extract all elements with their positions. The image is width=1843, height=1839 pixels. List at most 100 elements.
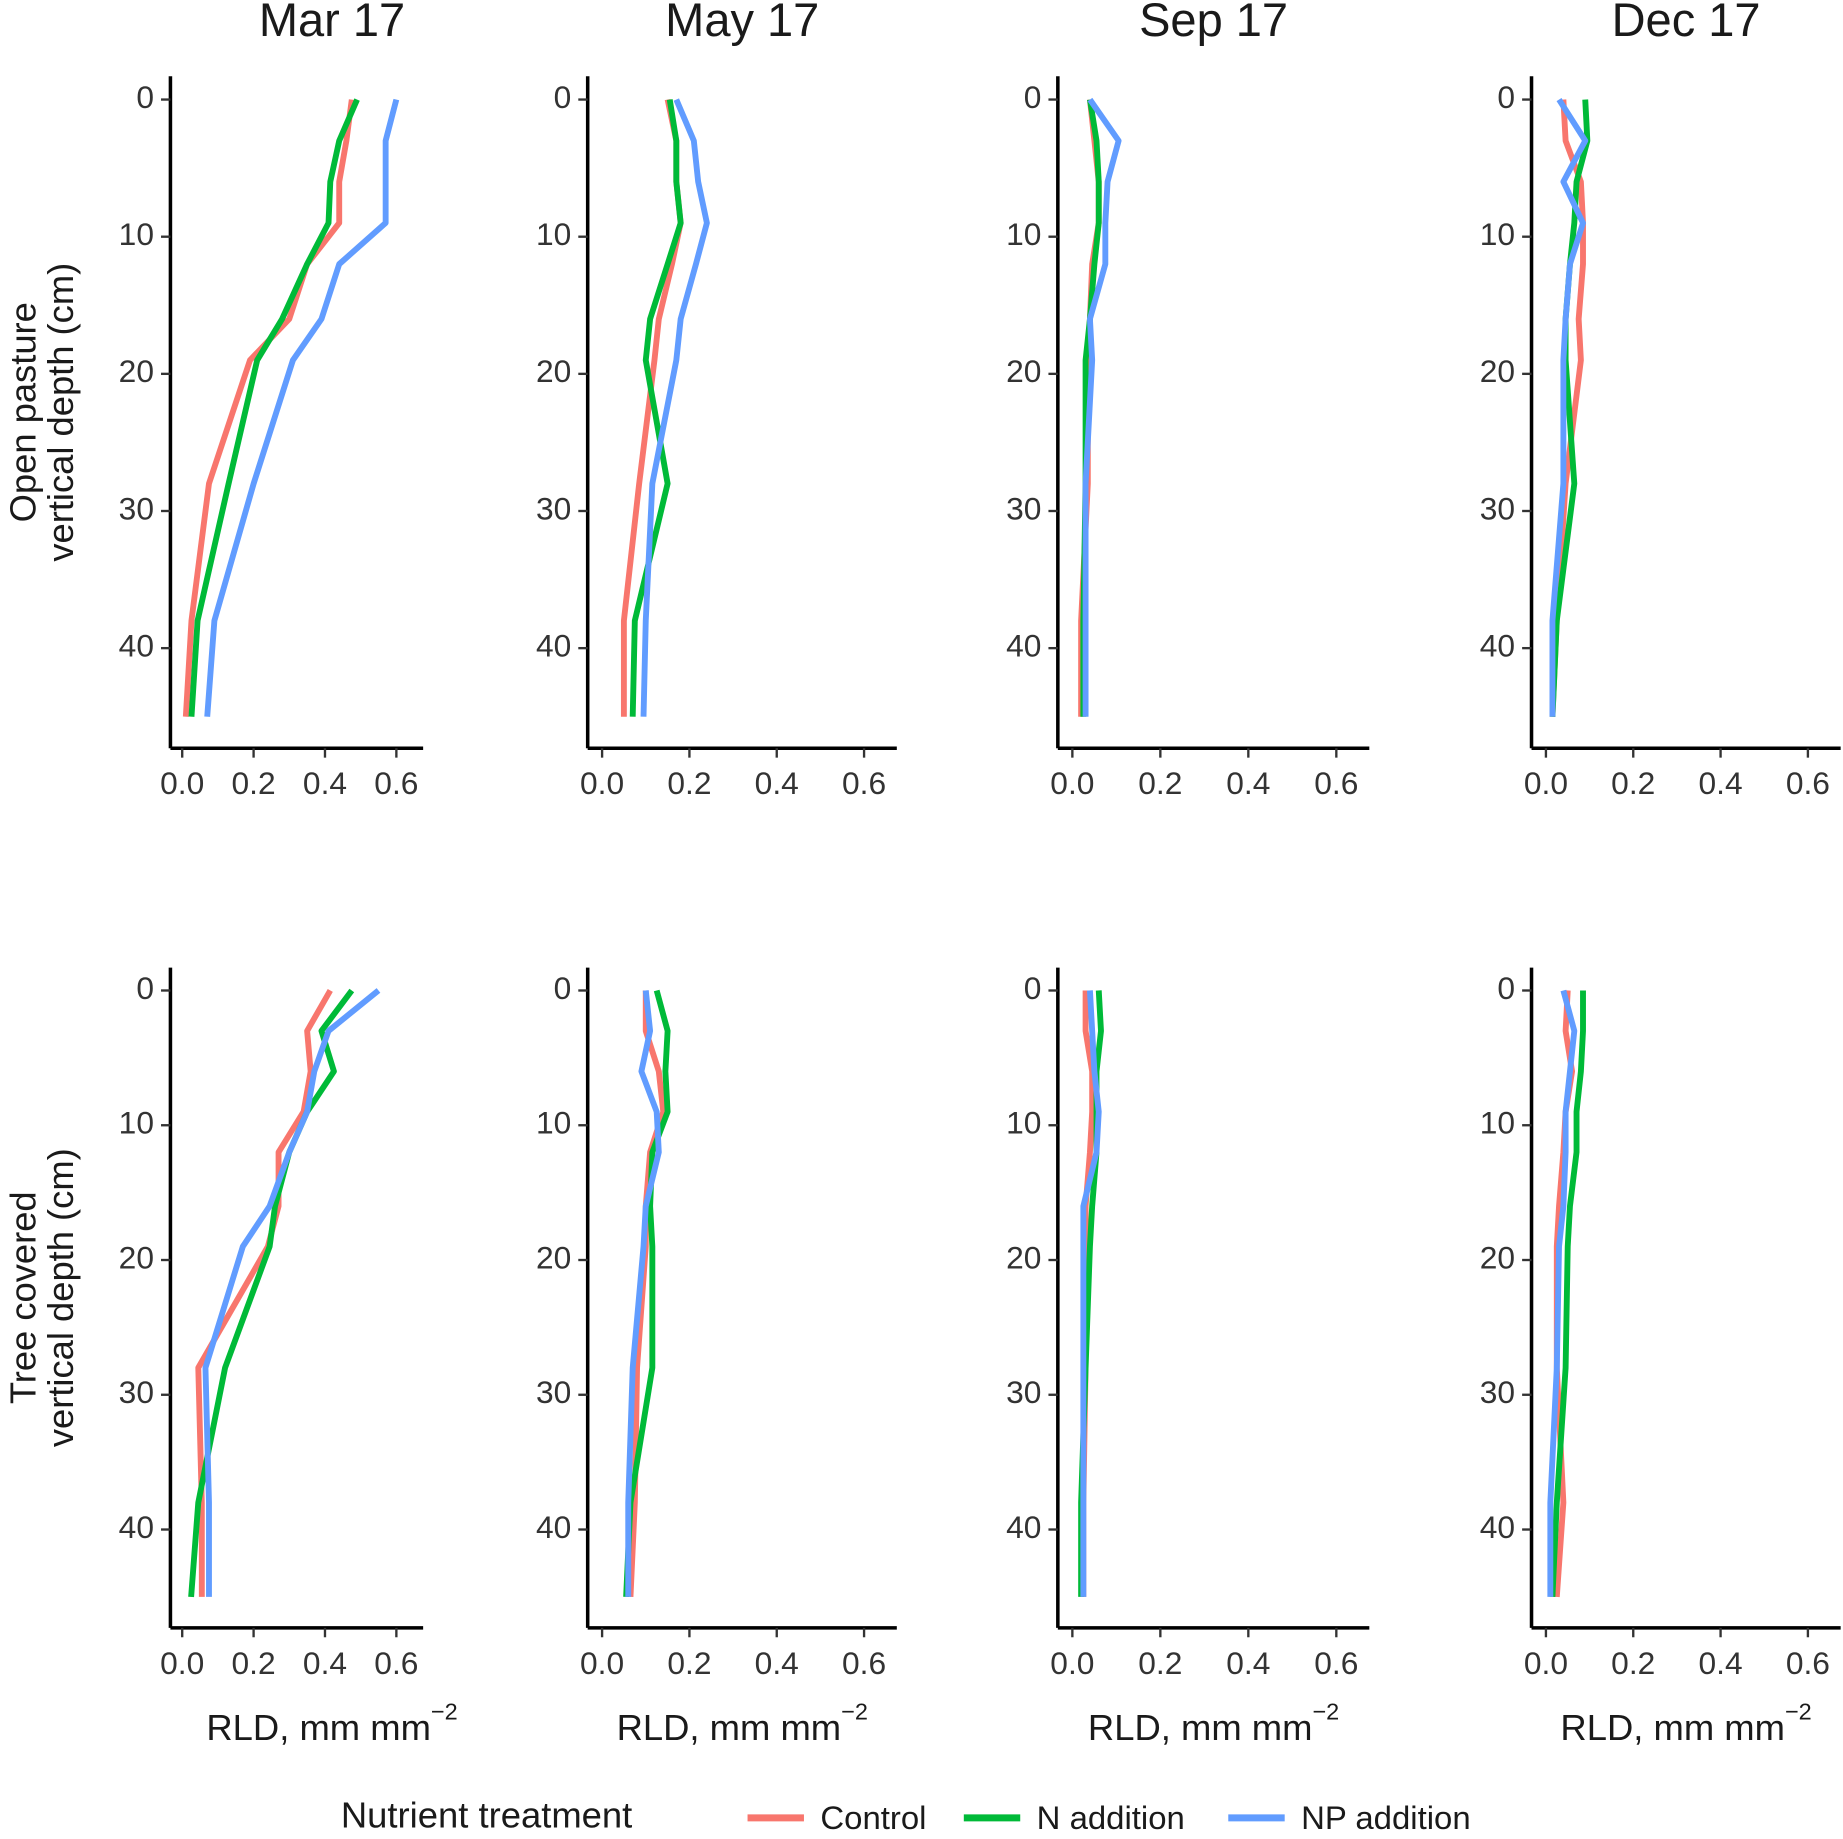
- x-tick-label: 0.4: [1226, 765, 1270, 801]
- x-axis-label-sup: −2: [1312, 1699, 1339, 1725]
- series-line: [629, 99, 684, 717]
- series-line: [1080, 990, 1102, 1597]
- y-tick-label: 20: [1480, 1239, 1515, 1275]
- y-tick-label: 40: [536, 628, 571, 664]
- y-tick-label: 20: [536, 1239, 571, 1275]
- y-tick-label: 40: [1006, 1509, 1041, 1545]
- y-axis-label: Tree covered: [2, 1191, 43, 1404]
- y-tick-label: 10: [119, 1105, 154, 1141]
- x-axis-label-text: RLD, mm mm: [617, 1707, 842, 1748]
- y-axis-label: vertical depth (cm): [40, 263, 81, 562]
- y-tick-label: 0: [136, 970, 154, 1006]
- y-tick-label: 30: [1480, 490, 1515, 526]
- y-tick-label: 20: [1006, 1239, 1041, 1275]
- y-tick-label: 40: [536, 1509, 571, 1545]
- legend-label: N addition: [1037, 1799, 1185, 1836]
- series-line: [627, 990, 667, 1598]
- x-tick-label: 0.0: [1524, 765, 1568, 801]
- x-axis-label-text: RLD, mm mm: [206, 1707, 431, 1748]
- y-tick-label: 20: [1480, 353, 1515, 389]
- x-tick-label: 0.0: [580, 1645, 624, 1681]
- y-tick-label: 10: [1006, 216, 1041, 252]
- x-tick-label: 0.2: [667, 1645, 711, 1681]
- legend-title: Nutrient treatment: [341, 1795, 632, 1836]
- y-axis-label: vertical depth (cm): [40, 1148, 81, 1447]
- y-tick-label: 10: [1006, 1105, 1041, 1141]
- series-line: [188, 988, 355, 1598]
- y-tick-label: 10: [536, 216, 571, 252]
- panel-title: Dec 17: [1612, 0, 1761, 46]
- panel-title: Sep 17: [1139, 0, 1288, 46]
- y-tick-label: 40: [1480, 1509, 1515, 1545]
- y-tick-label: 30: [1006, 1374, 1041, 1410]
- y-tick-label: 40: [119, 1509, 154, 1545]
- x-tick-label: 0.0: [1050, 765, 1094, 801]
- y-tick-label: 30: [119, 490, 154, 526]
- y-tick-label: 10: [536, 1105, 571, 1141]
- x-tick-label: 0.6: [1314, 765, 1358, 801]
- y-tick-label: 20: [1006, 353, 1041, 389]
- x-tick-label: 0.2: [232, 1645, 276, 1681]
- x-tick-label: 0.2: [1138, 765, 1182, 801]
- y-tick-label: 0: [1024, 79, 1042, 115]
- x-tick-label: 0.0: [580, 765, 624, 801]
- y-tick-label: 0: [1497, 970, 1515, 1006]
- series-line: [204, 98, 400, 717]
- y-tick-label: 40: [1006, 628, 1041, 664]
- legend-label: Control: [820, 1799, 926, 1836]
- panel-title: May 17: [665, 0, 819, 46]
- x-tick-label: 0.2: [1611, 1645, 1655, 1681]
- x-tick-label: 0.4: [303, 765, 347, 801]
- x-axis-label-sup: −2: [431, 1699, 458, 1725]
- x-tick-label: 0.4: [755, 1645, 799, 1681]
- x-tick-label: 0.6: [1786, 1645, 1830, 1681]
- y-tick-label: 20: [119, 1239, 154, 1275]
- x-axis-label-sup: −2: [1785, 1699, 1812, 1725]
- y-tick-label: 10: [1480, 1105, 1515, 1141]
- series-line: [182, 99, 355, 717]
- y-tick-label: 30: [1480, 1374, 1515, 1410]
- y-tick-label: 10: [1480, 216, 1515, 252]
- x-tick-label: 0.0: [1524, 1645, 1568, 1681]
- x-tick-label: 0.0: [1050, 1645, 1094, 1681]
- x-tick-label: 0.2: [232, 765, 276, 801]
- x-axis-label: RLD, mm mm−2: [206, 1699, 457, 1748]
- y-tick-label: 30: [1006, 490, 1041, 526]
- series-line: [625, 990, 662, 1597]
- x-axis-label-text: RLD, mm mm: [1088, 1707, 1313, 1748]
- series-line: [1549, 98, 1589, 717]
- x-tick-label: 0.4: [1699, 1645, 1743, 1681]
- y-tick-label: 0: [554, 970, 572, 1006]
- x-tick-label: 0.2: [667, 765, 711, 801]
- x-tick-label: 0.6: [1786, 765, 1830, 801]
- x-tick-label: 0.4: [1699, 765, 1743, 801]
- y-tick-label: 40: [119, 628, 154, 664]
- y-tick-label: 0: [1497, 79, 1515, 115]
- series-line: [1547, 989, 1578, 1597]
- x-axis-label-sup: −2: [841, 1699, 868, 1725]
- x-axis-label: RLD, mm mm−2: [1560, 1699, 1811, 1748]
- x-axis-label: RLD, mm mm−2: [617, 1699, 868, 1748]
- x-tick-label: 0.6: [374, 765, 418, 801]
- y-tick-label: 0: [136, 79, 154, 115]
- series-line: [188, 98, 360, 717]
- x-axis-label-text: RLD, mm mm: [1560, 1707, 1785, 1748]
- series-line: [1082, 97, 1122, 717]
- y-tick-label: 10: [119, 216, 154, 252]
- y-tick-label: 30: [536, 490, 571, 526]
- series-line: [640, 98, 710, 717]
- x-tick-label: 0.4: [1226, 1645, 1270, 1681]
- x-tick-label: 0.2: [1138, 1645, 1182, 1681]
- panel-title: Mar 17: [259, 0, 405, 46]
- x-tick-label: 0.2: [1611, 765, 1655, 801]
- y-tick-label: 20: [536, 353, 571, 389]
- y-tick-label: 30: [536, 1374, 571, 1410]
- x-tick-label: 0.6: [842, 1645, 886, 1681]
- series-line: [202, 988, 381, 1597]
- x-tick-label: 0.6: [1314, 1645, 1358, 1681]
- y-tick-label: 0: [1024, 970, 1042, 1006]
- series-line: [1549, 990, 1586, 1598]
- y-tick-label: 40: [1480, 628, 1515, 664]
- y-tick-label: 30: [119, 1374, 154, 1410]
